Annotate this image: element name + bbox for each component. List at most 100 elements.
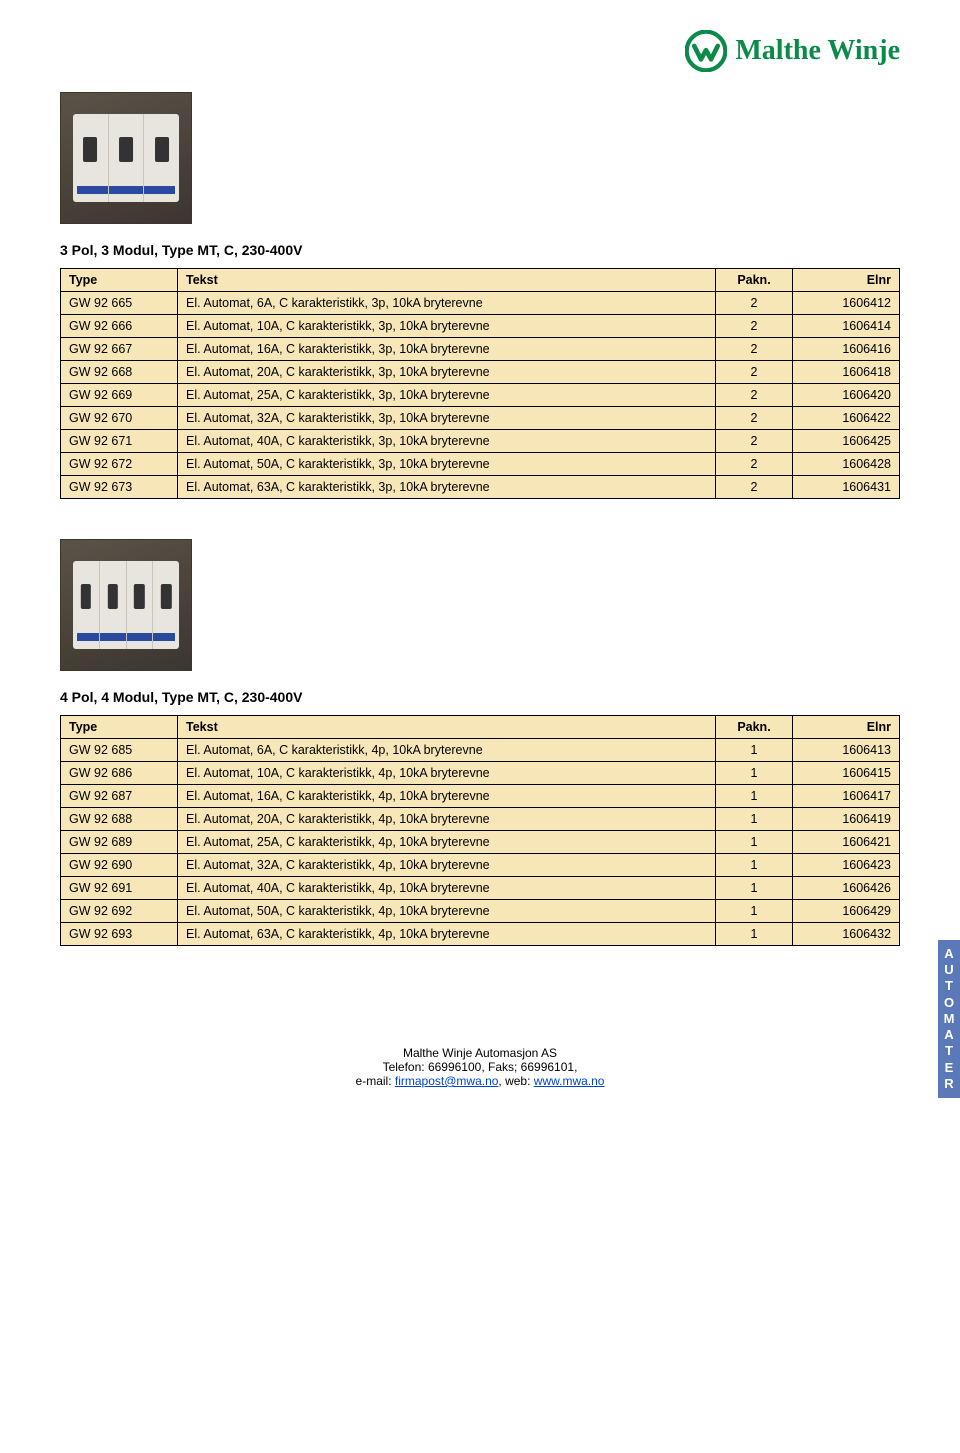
table-cell: 1606431	[793, 476, 900, 499]
table-cell: 1606429	[793, 900, 900, 923]
section-title-3pol: 3 Pol, 3 Modul, Type MT, C, 230-400V	[60, 242, 900, 258]
table-row: GW 92 685El. Automat, 6A, C karakteristi…	[61, 739, 900, 762]
table-row: GW 92 686El. Automat, 10A, C karakterist…	[61, 762, 900, 785]
table-cell: GW 92 685	[61, 739, 178, 762]
table-cell: 1606414	[793, 315, 900, 338]
table-cell: El. Automat, 40A, C karakteristikk, 3p, …	[178, 430, 716, 453]
table-cell: El. Automat, 25A, C karakteristikk, 4p, …	[178, 831, 716, 854]
table-cell: El. Automat, 10A, C karakteristikk, 3p, …	[178, 315, 716, 338]
table-cell: 1606416	[793, 338, 900, 361]
table-cell: 2	[716, 384, 793, 407]
table-row: GW 92 672El. Automat, 50A, C karakterist…	[61, 453, 900, 476]
table-row: GW 92 670El. Automat, 32A, C karakterist…	[61, 407, 900, 430]
table-header: Pakn.	[716, 716, 793, 739]
table-cell: 1606412	[793, 292, 900, 315]
table-cell: 1606426	[793, 877, 900, 900]
table-cell: GW 92 673	[61, 476, 178, 499]
table-cell: GW 92 666	[61, 315, 178, 338]
table-cell: 1606413	[793, 739, 900, 762]
header-logo-bar: Malthe Winje	[60, 30, 900, 72]
table-row: GW 92 673El. Automat, 63A, C karakterist…	[61, 476, 900, 499]
table-cell: GW 92 686	[61, 762, 178, 785]
table-cell: El. Automat, 50A, C karakteristikk, 4p, …	[178, 900, 716, 923]
table-row: GW 92 692El. Automat, 50A, C karakterist…	[61, 900, 900, 923]
table-header: Tekst	[178, 716, 716, 739]
table-row: GW 92 669El. Automat, 25A, C karakterist…	[61, 384, 900, 407]
table-cell: 2	[716, 338, 793, 361]
table-cell: GW 92 687	[61, 785, 178, 808]
table-cell: GW 92 669	[61, 384, 178, 407]
table-cell: El. Automat, 16A, C karakteristikk, 3p, …	[178, 338, 716, 361]
table-cell: GW 92 671	[61, 430, 178, 453]
table-cell: 1606415	[793, 762, 900, 785]
table-row: GW 92 690El. Automat, 32A, C karakterist…	[61, 854, 900, 877]
table-cell: 2	[716, 430, 793, 453]
brand-logo: Malthe Winje	[685, 30, 900, 72]
table-cell: El. Automat, 10A, C karakteristikk, 4p, …	[178, 762, 716, 785]
product-table-3pol: TypeTekstPakn.ElnrGW 92 665El. Automat, …	[60, 268, 900, 499]
table-cell: 1606418	[793, 361, 900, 384]
table-row: GW 92 667El. Automat, 16A, C karakterist…	[61, 338, 900, 361]
table-cell: El. Automat, 6A, C karakteristikk, 4p, 1…	[178, 739, 716, 762]
table-row: GW 92 691El. Automat, 40A, C karakterist…	[61, 877, 900, 900]
footer-web-label: , web:	[498, 1074, 533, 1088]
table-header: Tekst	[178, 269, 716, 292]
table-header: Type	[61, 269, 178, 292]
table-row: GW 92 671El. Automat, 40A, C karakterist…	[61, 430, 900, 453]
product-table-4pol: TypeTekstPakn.ElnrGW 92 685El. Automat, …	[60, 715, 900, 946]
table-cell: El. Automat, 40A, C karakteristikk, 4p, …	[178, 877, 716, 900]
table-cell: 1606419	[793, 808, 900, 831]
table-row: GW 92 668El. Automat, 20A, C karakterist…	[61, 361, 900, 384]
table-cell: 1	[716, 762, 793, 785]
table-row: GW 92 666El. Automat, 10A, C karakterist…	[61, 315, 900, 338]
footer-phone: Telefon: 66996100, Faks; 66996101,	[383, 1060, 578, 1074]
table-cell: 1606420	[793, 384, 900, 407]
table-row: GW 92 693El. Automat, 63A, C karakterist…	[61, 923, 900, 946]
table-cell: GW 92 692	[61, 900, 178, 923]
table-cell: 2	[716, 476, 793, 499]
table-cell: 1	[716, 785, 793, 808]
table-row: GW 92 689El. Automat, 25A, C karakterist…	[61, 831, 900, 854]
table-cell: El. Automat, 32A, C karakteristikk, 4p, …	[178, 854, 716, 877]
table-cell: 1606428	[793, 453, 900, 476]
table-cell: 1	[716, 877, 793, 900]
table-cell: 1	[716, 831, 793, 854]
table-cell: 1606425	[793, 430, 900, 453]
brand-logo-mark	[685, 30, 727, 72]
footer-company: Malthe Winje Automasjon AS	[403, 1046, 557, 1060]
footer-email-link[interactable]: firmapost@mwa.no	[395, 1074, 499, 1088]
table-cell: GW 92 688	[61, 808, 178, 831]
table-cell: GW 92 667	[61, 338, 178, 361]
table-cell: GW 92 690	[61, 854, 178, 877]
table-cell: GW 92 665	[61, 292, 178, 315]
table-cell: 2	[716, 407, 793, 430]
product-image-3pol	[60, 92, 192, 224]
page-footer: Malthe Winje Automasjon AS Telefon: 6699…	[60, 1046, 900, 1088]
table-cell: El. Automat, 63A, C karakteristikk, 3p, …	[178, 476, 716, 499]
table-cell: 2	[716, 292, 793, 315]
table-cell: 1606422	[793, 407, 900, 430]
product-image-4pol	[60, 539, 192, 671]
table-cell: 1	[716, 739, 793, 762]
table-row: GW 92 665El. Automat, 6A, C karakteristi…	[61, 292, 900, 315]
table-header: Elnr	[793, 716, 900, 739]
table-cell: El. Automat, 6A, C karakteristikk, 3p, 1…	[178, 292, 716, 315]
table-cell: 2	[716, 315, 793, 338]
table-cell: El. Automat, 63A, C karakteristikk, 4p, …	[178, 923, 716, 946]
table-cell: El. Automat, 16A, C karakteristikk, 4p, …	[178, 785, 716, 808]
table-row: GW 92 688El. Automat, 20A, C karakterist…	[61, 808, 900, 831]
side-tab-automater: AUTOMATER	[938, 940, 960, 1098]
table-cell: GW 92 672	[61, 453, 178, 476]
table-cell: GW 92 693	[61, 923, 178, 946]
table-row: GW 92 687El. Automat, 16A, C karakterist…	[61, 785, 900, 808]
footer-web-link[interactable]: www.mwa.no	[534, 1074, 605, 1088]
table-cell: El. Automat, 20A, C karakteristikk, 3p, …	[178, 361, 716, 384]
table-cell: GW 92 689	[61, 831, 178, 854]
table-header: Type	[61, 716, 178, 739]
table-cell: GW 92 670	[61, 407, 178, 430]
table-cell: 1	[716, 808, 793, 831]
table-cell: 1606421	[793, 831, 900, 854]
table-cell: 1	[716, 900, 793, 923]
table-cell: 2	[716, 453, 793, 476]
brand-name: Malthe Winje	[735, 35, 900, 67]
